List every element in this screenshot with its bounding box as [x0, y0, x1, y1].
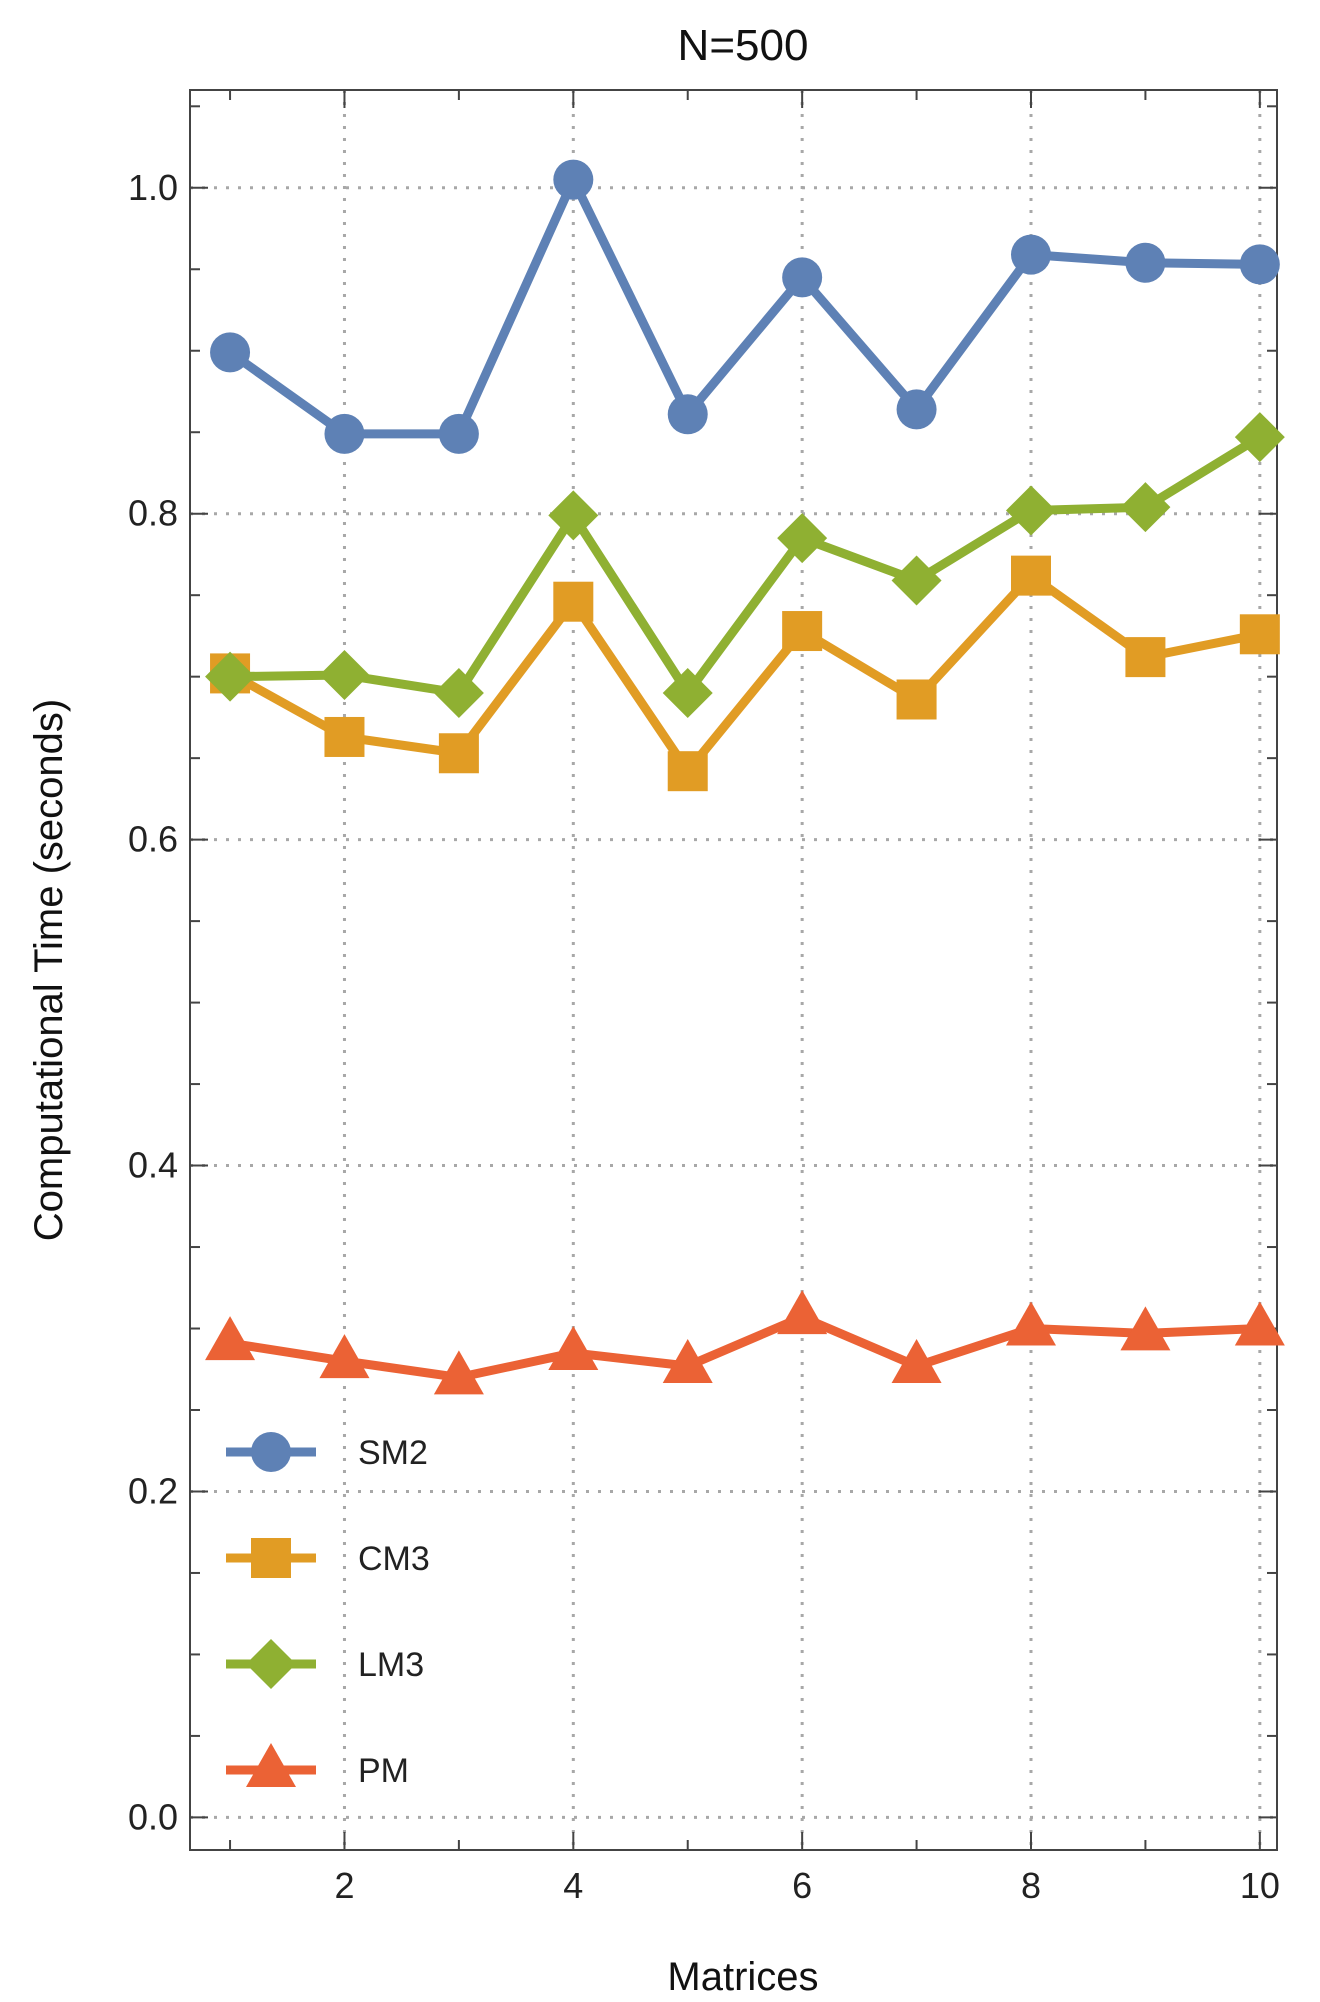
series-cm3-line	[227, 571, 1261, 776]
series-lm3-point-10	[1234, 412, 1285, 463]
legend-sm2-marker	[251, 1432, 291, 1472]
legend-cm3-label: CM3	[358, 1540, 430, 1578]
series-lm3-point-2	[319, 650, 370, 701]
series-cm3-point-10	[1239, 614, 1280, 655]
series-sm2-point-3	[438, 413, 479, 454]
series-sm2-line	[227, 175, 1260, 439]
series-lm3-point-9	[1120, 482, 1171, 533]
series-lm3-point-5	[662, 667, 713, 718]
series-sm2	[210, 159, 1280, 454]
y-tick-label-0.6: 0.6	[128, 819, 178, 860]
series-pm-point-9	[1120, 1306, 1171, 1351]
series-pm-point-5	[662, 1339, 713, 1383]
series-cm3-point-6	[782, 611, 823, 652]
series-layer	[205, 159, 1285, 1395]
series-pm-point-10	[1234, 1301, 1285, 1346]
series-sm2-point-2	[324, 413, 365, 454]
series-cm3-point-2	[324, 716, 365, 757]
series-cm3-point-4	[553, 581, 594, 622]
x-axis-title: Matrices	[667, 1955, 818, 1999]
legend-item-cm3: CM3	[226, 1538, 430, 1578]
series-lm3-point-7	[891, 555, 942, 606]
series-pm-point-6	[777, 1290, 828, 1335]
x-tick-label-10: 10	[1240, 1865, 1280, 1906]
series-pm-point-8	[1005, 1301, 1056, 1346]
series-lm3-line	[229, 433, 1263, 698]
series-sm2-point-4	[553, 159, 594, 200]
legend: SM2 CM3 LM3 PM	[226, 1432, 430, 1790]
legend-cm3-marker	[251, 1538, 291, 1578]
x-tick-label-2: 2	[334, 1865, 354, 1906]
plot-frame	[189, 89, 1278, 1851]
legend-pm-marker	[246, 1743, 296, 1787]
series-cm3-point-3	[438, 733, 479, 774]
series-sm2-point-5	[667, 394, 708, 435]
legend-pm-label: PM	[358, 1752, 409, 1790]
series-pm-point-4	[548, 1325, 599, 1370]
series-cm3-point-7	[896, 679, 937, 720]
series-sm2-point-8	[1010, 234, 1051, 275]
series-sm2-point-6	[782, 257, 823, 298]
series-lm3	[205, 412, 1285, 718]
series-cm3	[210, 555, 1280, 792]
y-tick-label-1.0: 1.0	[128, 167, 178, 208]
series-pm-point-3	[433, 1350, 484, 1395]
series-sm2-point-9	[1125, 242, 1166, 283]
series-pm-line	[229, 1312, 1261, 1382]
series-sm2-point-1	[210, 332, 251, 373]
series-pm	[205, 1290, 1285, 1395]
grid	[190, 90, 1277, 1850]
legend-item-lm3: LM3	[226, 1639, 424, 1689]
series-lm3-point-1	[205, 651, 256, 702]
series-cm3-point-5	[667, 751, 708, 792]
series-pm-point-2	[319, 1334, 370, 1379]
legend-item-sm2: SM2	[226, 1432, 428, 1472]
x-tick-label-8: 8	[1021, 1865, 1041, 1906]
x-tick-label-6: 6	[792, 1865, 812, 1906]
legend-lm3-marker	[246, 1639, 296, 1689]
series-cm3-point-8	[1010, 555, 1051, 596]
y-axis-title: Computational Time (seconds)	[27, 699, 71, 1241]
y-tick-label-0.0: 0.0	[128, 1796, 178, 1837]
series-sm2-point-10	[1239, 244, 1280, 285]
series-pm-point-1	[205, 1316, 256, 1361]
series-pm-point-7	[891, 1339, 942, 1383]
legend-lm3-label: LM3	[358, 1646, 424, 1684]
legend-item-pm: PM	[226, 1743, 409, 1790]
y-tick-label-0.8: 0.8	[128, 493, 178, 534]
series-lm3-point-6	[777, 513, 828, 564]
series-cm3-point-9	[1125, 637, 1166, 678]
series-lm3-point-3	[433, 667, 484, 718]
tick-labels: 2 4 6 8 10 0.0 0.2 0.4 0.6 0.8 1.0	[128, 167, 1280, 1906]
series-lm3-point-4	[548, 490, 599, 541]
series-lm3-point-8	[1005, 485, 1056, 536]
chart-title: N=500	[678, 21, 809, 70]
x-tick-label-4: 4	[563, 1865, 583, 1906]
series-sm2-point-7	[896, 389, 937, 430]
y-tick-label-0.2: 0.2	[128, 1470, 178, 1511]
y-tick-label-0.4: 0.4	[128, 1145, 178, 1186]
legend-sm2-label: SM2	[358, 1434, 428, 1472]
